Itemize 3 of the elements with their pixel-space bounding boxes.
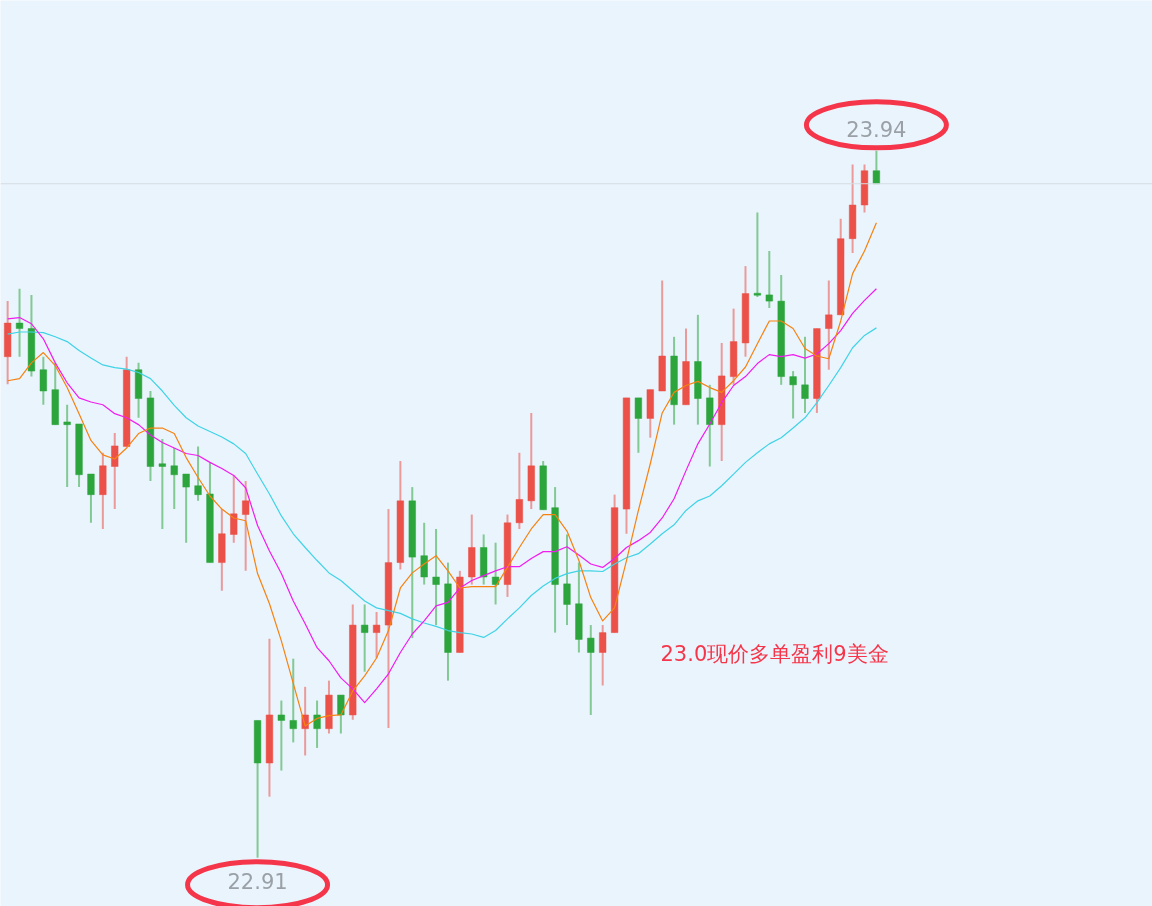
annotation: 23.94 [846, 117, 907, 142]
annotation: 22.91 [227, 869, 288, 894]
annotation: 23.0现价多单盈利9美金 [660, 641, 889, 666]
